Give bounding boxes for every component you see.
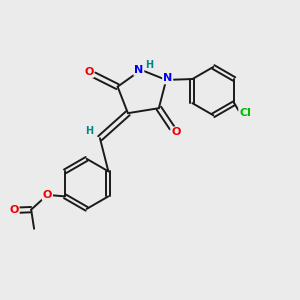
Text: Cl: Cl xyxy=(239,108,251,118)
Text: O: O xyxy=(171,127,181,137)
Text: H: H xyxy=(145,60,154,70)
Text: N: N xyxy=(134,65,143,75)
Text: O: O xyxy=(84,67,93,77)
Text: N: N xyxy=(163,74,172,83)
Text: H: H xyxy=(85,126,94,136)
Text: O: O xyxy=(9,205,19,215)
Text: O: O xyxy=(43,190,52,200)
